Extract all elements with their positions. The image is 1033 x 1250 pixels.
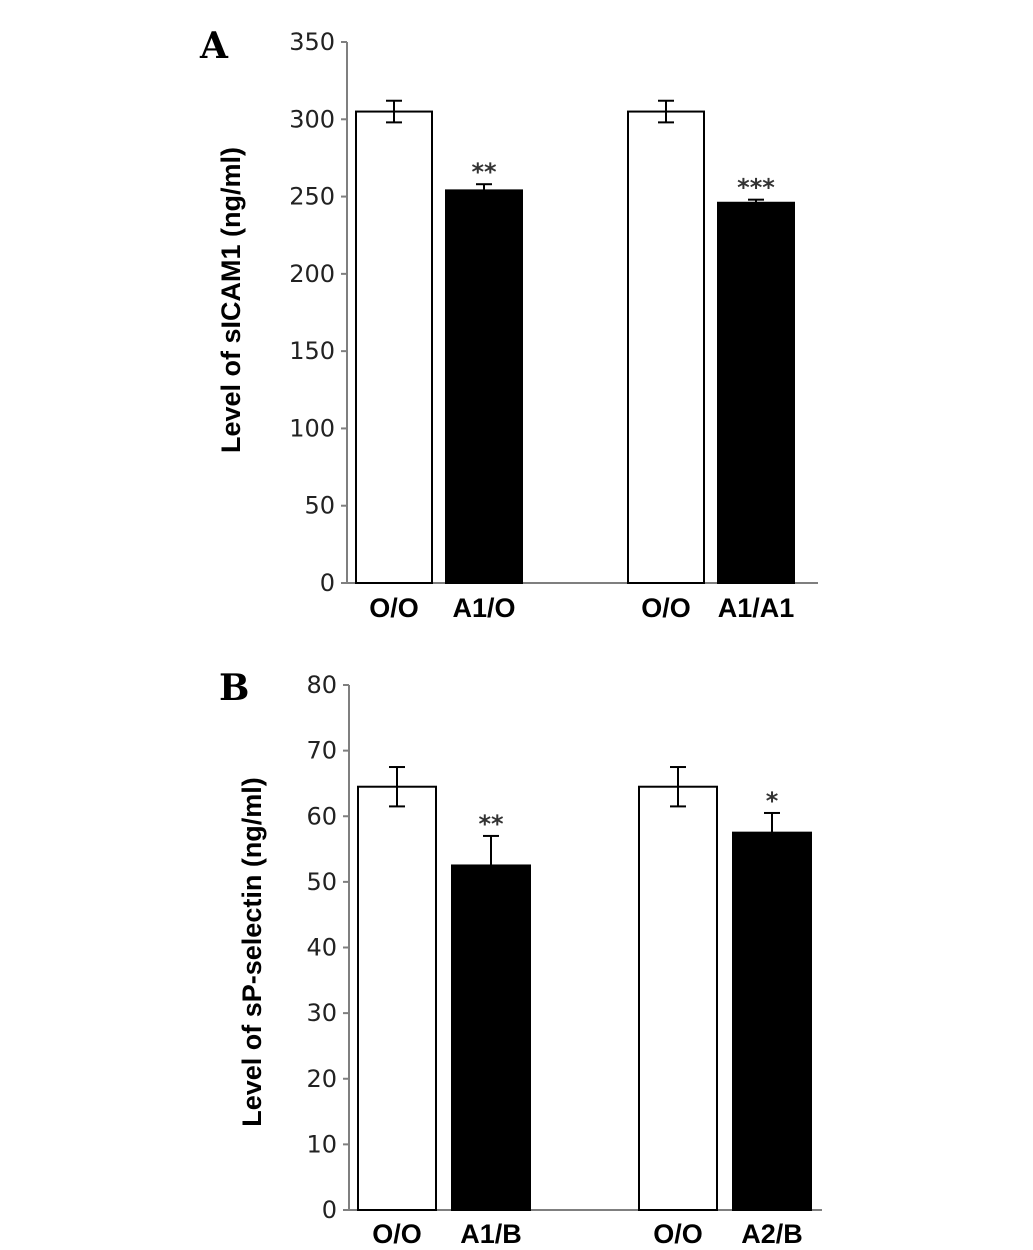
bar-o-o	[355, 110, 433, 585]
category-label: A1/O	[452, 593, 515, 623]
significance-marker: *	[766, 787, 779, 815]
bar-a1-o	[445, 189, 523, 584]
category-label: O/O	[372, 1219, 422, 1249]
panel-letter: B	[219, 667, 249, 709]
y-tick-label: 100	[289, 414, 335, 442]
y-tick-label: 50	[306, 868, 337, 896]
bar-o-o	[627, 110, 705, 585]
category-label: O/O	[641, 593, 691, 623]
y-tick-label: 50	[304, 492, 335, 520]
y-tick-label: 350	[289, 28, 335, 56]
y-tick-label: 250	[289, 183, 335, 211]
category-label: O/O	[653, 1219, 703, 1249]
bar-a2-b	[732, 831, 812, 1211]
y-tick-label: 200	[289, 260, 335, 288]
panel-letter: A	[199, 25, 229, 67]
panel-a-chart: A Level of sICAM1 (ng/ml) 0 50 100 150 200 250 3…	[199, 25, 818, 623]
category-label: O/O	[369, 593, 419, 623]
y-tick-label: 80	[306, 671, 337, 699]
bar-o-o	[357, 785, 437, 1211]
y-tick-label: 0	[322, 1196, 337, 1224]
category-label: A2/B	[741, 1219, 803, 1249]
y-tick-label: 0	[320, 569, 335, 597]
y-tick-label: 150	[289, 337, 335, 365]
y-tick-label: 20	[306, 1065, 337, 1093]
y-axis-label: Level of sICAM1 (ng/ml)	[216, 147, 246, 453]
bar-o-o	[638, 785, 718, 1211]
bar-a1-b	[451, 864, 531, 1211]
y-tick-label: 10	[306, 1130, 337, 1158]
category-label: A1/B	[460, 1219, 522, 1249]
y-tick-label: 30	[306, 999, 337, 1027]
y-axis-label: Level of sP-selectin (ng/ml)	[237, 777, 267, 1127]
y-tick-label: 60	[306, 802, 337, 830]
category-label: A1/A1	[718, 593, 795, 623]
significance-marker: ***	[737, 174, 775, 202]
significance-marker: **	[471, 158, 497, 186]
y-tick-label: 70	[306, 737, 337, 765]
y-tick-label: 300	[289, 105, 335, 133]
significance-marker: **	[478, 810, 504, 838]
bar-a1-a1	[717, 201, 795, 585]
y-tick-label: 40	[306, 934, 337, 962]
panel-b-chart: B Level of sP-selectin (ng/ml) 0 10 20 30 40 50…	[219, 667, 822, 1249]
